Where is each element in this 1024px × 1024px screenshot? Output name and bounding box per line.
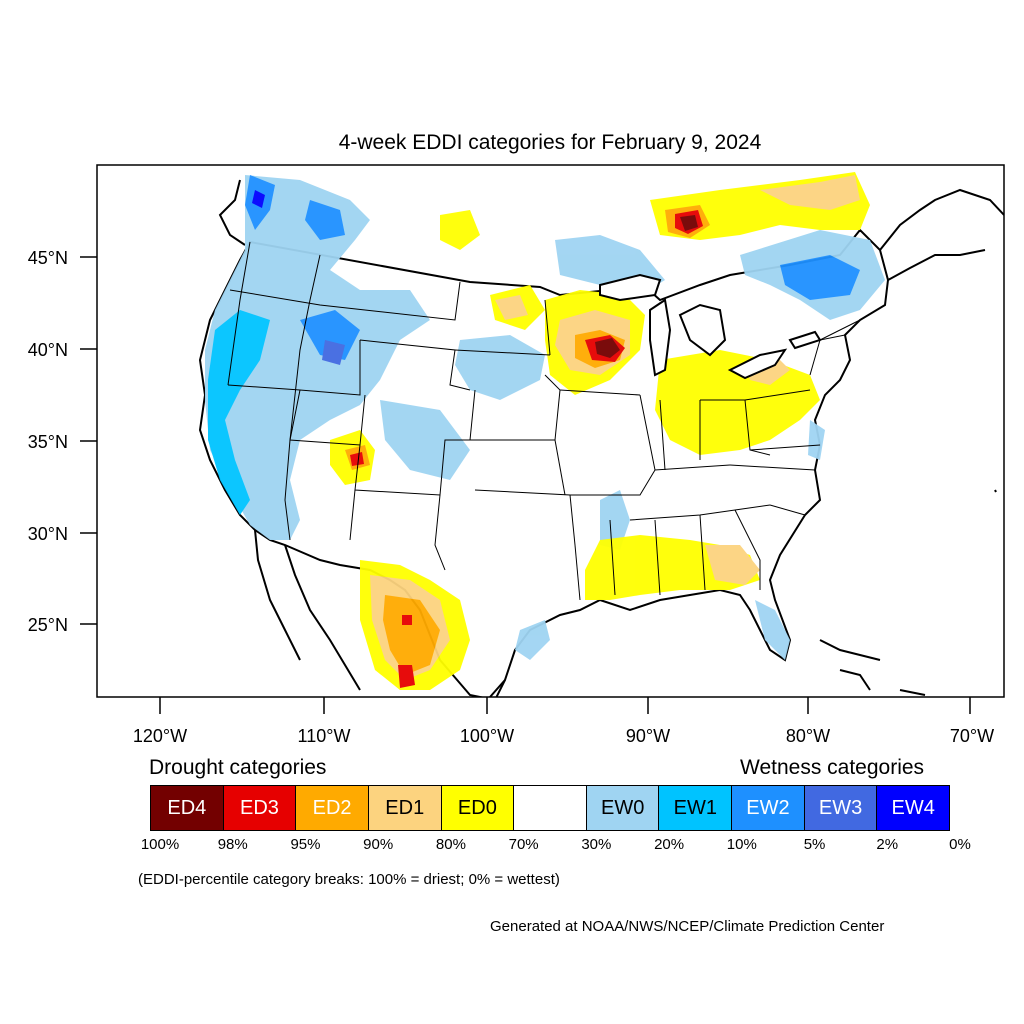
legend-swatch: EW4 xyxy=(877,786,950,830)
legend-swatch: ED3 xyxy=(223,786,297,830)
lon-ticks xyxy=(159,697,971,714)
credit-text: Generated at NOAA/NWS/NCEP/Climate Predi… xyxy=(490,918,885,935)
legend-swatch: EW0 xyxy=(586,786,660,830)
lat-label: 35°N xyxy=(28,432,68,452)
canada-east-coast xyxy=(879,188,1004,251)
percent-break-label: 10% xyxy=(726,836,757,853)
wetness-heading: Wetness categories xyxy=(740,756,925,779)
nova-scotia-coast xyxy=(887,249,986,281)
percent-break-label: 90% xyxy=(363,836,394,853)
percent-break-label: 98% xyxy=(217,836,248,853)
drought-heading: Drought categories xyxy=(149,756,327,779)
map-frame xyxy=(96,164,1005,698)
drought-shading xyxy=(330,172,870,690)
legend-swatch: EW3 xyxy=(804,786,878,830)
legend-swatch: EW2 xyxy=(732,786,805,830)
lat-label: 30°N xyxy=(28,524,68,544)
state-boundaries xyxy=(227,241,861,601)
lon-label: 80°W xyxy=(786,726,830,746)
map-content xyxy=(198,172,1004,697)
lon-label: 100°W xyxy=(460,726,514,746)
caribbean-islands xyxy=(819,489,997,696)
lat-label: 45°N xyxy=(28,248,68,268)
legend-swatch: ED1 xyxy=(368,786,442,830)
percent-break-label: 0% xyxy=(949,836,971,853)
percent-break-label: 30% xyxy=(581,836,612,853)
legend-swatch: EW1 xyxy=(659,786,733,830)
baja-outline xyxy=(284,544,361,691)
lat-ticks xyxy=(80,256,97,625)
canada-pacific-coast xyxy=(218,179,246,246)
percent-break-label: 2% xyxy=(876,836,899,853)
baja-west-outline xyxy=(254,529,301,661)
mexico-east-outline xyxy=(489,679,506,697)
percent-break-label: 100% xyxy=(140,836,180,853)
category-note: (EDDI-percentile category breaks: 100% =… xyxy=(138,871,560,888)
percent-break-label: 95% xyxy=(290,836,321,853)
percent-break-label: 70% xyxy=(508,836,539,853)
map-title: 4-week EDDI categories for February 9, 2… xyxy=(338,131,762,154)
legend-swatch: ED0 xyxy=(441,786,515,830)
category-legend: ED4 ED3 ED2 ED1 ED0 EW0 EW1 EW2 EW3 EW4 xyxy=(150,785,950,831)
lon-label: 90°W xyxy=(626,726,670,746)
percent-break-label: 20% xyxy=(654,836,685,853)
legend-swatch xyxy=(514,786,587,830)
lat-label: 25°N xyxy=(28,615,68,635)
great-lakes xyxy=(599,273,822,380)
legend-swatch: ED2 xyxy=(296,786,369,830)
lon-label: 110°W xyxy=(298,726,351,746)
legend-swatch: ED4 xyxy=(151,786,224,830)
lon-label: 120°W xyxy=(133,726,187,746)
percent-break-label: 80% xyxy=(435,836,466,853)
percent-break-label: 5% xyxy=(803,836,826,853)
lat-label: 40°N xyxy=(28,340,68,360)
lon-label: 70°W xyxy=(950,726,994,746)
